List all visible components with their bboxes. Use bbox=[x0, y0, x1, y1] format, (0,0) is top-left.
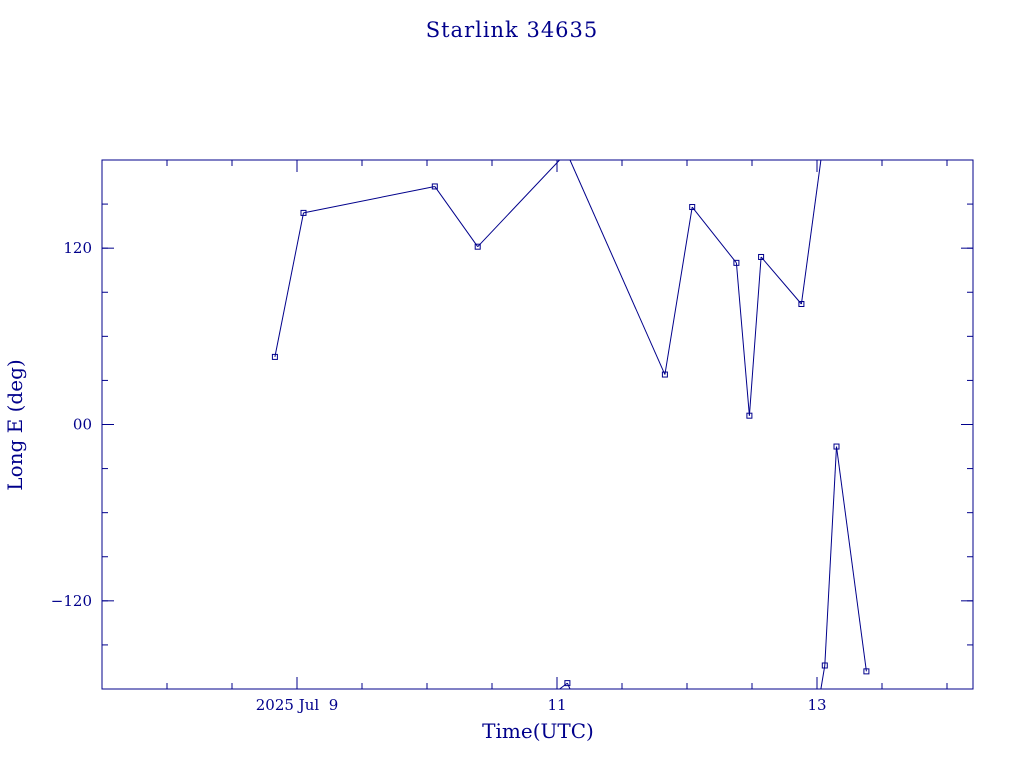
plot-frame bbox=[101, 159, 974, 690]
series-points bbox=[271, 183, 870, 687]
data-point bbox=[474, 243, 481, 250]
data-point bbox=[661, 371, 668, 378]
series-segment bbox=[477, 160, 560, 248]
series-line bbox=[274, 160, 867, 689]
data-point bbox=[733, 259, 740, 266]
series-segment bbox=[760, 256, 802, 305]
series-segment bbox=[748, 256, 762, 416]
data-point bbox=[746, 412, 753, 419]
y-tick-label: 00 bbox=[73, 416, 92, 434]
y-tick-label: 120 bbox=[63, 239, 92, 257]
series-segment bbox=[735, 262, 750, 416]
series-segment bbox=[274, 212, 304, 358]
data-point bbox=[758, 253, 765, 260]
x-axis-label: Time(UTC) bbox=[482, 719, 594, 743]
y-axis-label: Long E (deg) bbox=[3, 359, 27, 490]
chart-title: Starlink 34635 bbox=[426, 18, 599, 42]
series-segment bbox=[559, 682, 568, 689]
series-segment bbox=[434, 186, 479, 247]
data-point bbox=[863, 668, 870, 675]
series-segment bbox=[569, 160, 666, 375]
x-tick-label: 13 bbox=[807, 696, 826, 714]
data-point bbox=[689, 204, 696, 211]
major-ticks bbox=[102, 160, 973, 689]
series-segment bbox=[800, 160, 822, 305]
series-segment bbox=[824, 446, 837, 666]
data-point bbox=[798, 301, 805, 308]
data-point bbox=[821, 662, 828, 669]
x-tick-label: 11 bbox=[547, 696, 566, 714]
data-point bbox=[833, 443, 840, 450]
data-point bbox=[431, 183, 438, 190]
series-segment bbox=[820, 665, 826, 689]
x-tick-label: 2025 Jul 9 bbox=[256, 696, 339, 714]
series-segment bbox=[303, 185, 435, 214]
data-point bbox=[300, 209, 307, 216]
data-point bbox=[564, 680, 571, 687]
series-segment bbox=[836, 446, 867, 672]
series-segment bbox=[664, 206, 693, 375]
series-segment bbox=[691, 206, 737, 264]
data-point bbox=[271, 353, 278, 360]
y-tick-label: −120 bbox=[51, 592, 92, 610]
minor-ticks bbox=[101, 160, 973, 689]
tick-labels: 2025 Jul 9 11 13 120 00 −120 bbox=[51, 239, 827, 714]
